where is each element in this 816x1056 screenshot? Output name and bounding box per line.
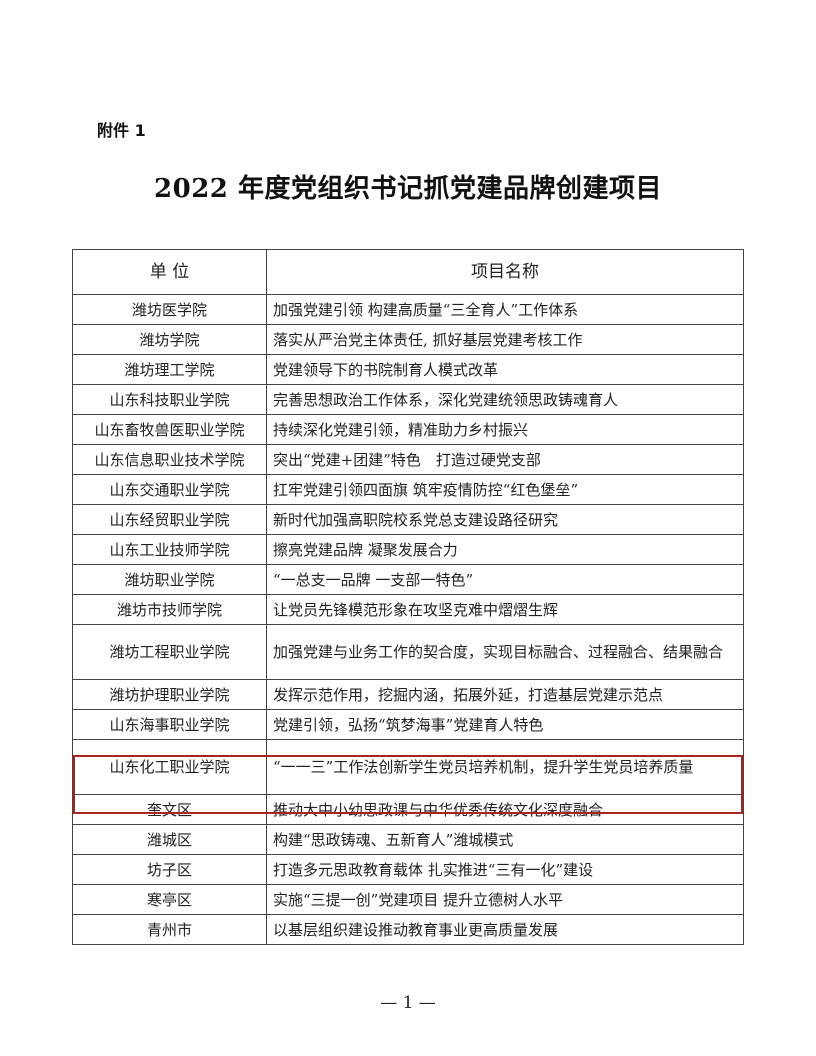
project-cell: 党建引领，弘扬“筑梦海事”党建育人特色 <box>266 709 744 740</box>
table-row: 潍坊市技师学院 让党员先锋模范形象在攻坚克难中熠熠生辉 <box>72 594 744 625</box>
unit-cell: 潍坊职业学院 <box>72 564 267 595</box>
table-header-row: 单 位 项目名称 <box>72 249 744 295</box>
project-cell: 落实从严治党主体责任, 抓好基层党建考核工作 <box>266 324 744 355</box>
header-project-name: 项目名称 <box>266 249 744 295</box>
project-cell: “一总支一品牌 一支部一特色” <box>266 564 744 595</box>
project-cell: 突出“党建+团建”特色 打造过硬党支部 <box>266 444 744 475</box>
project-cell: 擦亮党建品牌 凝聚发展合力 <box>266 534 744 565</box>
project-table: 单 位 项目名称 潍坊医学院 加强党建引领 构建高质量“三全育人”工作体系 潍坊学院… <box>72 249 744 945</box>
table-row: 山东科技职业学院 完善思想政治工作体系，深化党建统领思政铸魂育人 <box>72 384 744 415</box>
project-cell: 以基层组织建设推动教育事业更高质量发展 <box>266 914 744 945</box>
unit-cell: 山东交通职业学院 <box>72 474 267 505</box>
unit-cell: 山东工业技师学院 <box>72 534 267 565</box>
table-row: 山东经贸职业学院 新时代加强高职院校系党总支建设路径研究 <box>72 504 744 535</box>
project-cell: 实施“三提一创”党建项目 提升立德树人水平 <box>266 884 744 915</box>
project-cell: 构建“思政铸魂、五新育人”潍城模式 <box>266 824 744 855</box>
table-row: 青州市 以基层组织建设推动教育事业更高质量发展 <box>72 914 744 945</box>
table-row: 山东畜牧兽医职业学院 持续深化党建引领，精准助力乡村振兴 <box>72 414 744 445</box>
table-row: 寒亭区 实施“三提一创”党建项目 提升立德树人水平 <box>72 884 744 915</box>
unit-cell: 青州市 <box>72 914 267 945</box>
table-row: 潍坊学院 落实从严治党主体责任, 抓好基层党建考核工作 <box>72 324 744 355</box>
unit-cell: 潍坊护理职业学院 <box>72 679 267 710</box>
table-row: 潍坊医学院 加强党建引领 构建高质量“三全育人”工作体系 <box>72 294 744 325</box>
unit-cell: 山东化工职业学院 <box>72 739 267 795</box>
unit-cell: 坊子区 <box>72 854 267 885</box>
header-unit: 单 位 <box>72 249 267 295</box>
table-row: 山东交通职业学院 扛牢党建引领四面旗 筑牢疫情防控“红色堡垒” <box>72 474 744 505</box>
unit-cell: 潍坊学院 <box>72 324 267 355</box>
unit-cell: 山东海事职业学院 <box>72 709 267 740</box>
unit-cell: 山东信息职业技术学院 <box>72 444 267 475</box>
table-row: 山东海事职业学院 党建引领，弘扬“筑梦海事”党建育人特色 <box>72 709 744 740</box>
table-row: 潍坊职业学院 “一总支一品牌 一支部一特色” <box>72 564 744 595</box>
table-row: 山东信息职业技术学院 突出“党建+团建”特色 打造过硬党支部 <box>72 444 744 475</box>
project-cell: 持续深化党建引领，精准助力乡村振兴 <box>266 414 744 445</box>
project-cell: 完善思想政治工作体系，深化党建统领思政铸魂育人 <box>266 384 744 415</box>
project-cell: 加强党建与业务工作的契合度，实现目标融合、过程融合、结果融合 <box>266 624 744 680</box>
project-cell: 新时代加强高职院校系党总支建设路径研究 <box>266 504 744 535</box>
table-row: 潍坊护理职业学院 发挥示范作用，挖掘内涵，拓展外延，打造基层党建示范点 <box>72 679 744 710</box>
project-cell: 发挥示范作用，挖掘内涵，拓展外延，打造基层党建示范点 <box>266 679 744 710</box>
page-number: — 1 — <box>380 993 436 1013</box>
project-cell: 扛牢党建引领四面旗 筑牢疫情防控“红色堡垒” <box>266 474 744 505</box>
unit-cell: 奎文区 <box>72 794 267 825</box>
unit-cell: 山东经贸职业学院 <box>72 504 267 535</box>
document-title: 2022 年度党组织书记抓党建品牌创建项目 <box>154 174 662 204</box>
unit-cell: 潍坊理工学院 <box>72 354 267 385</box>
table-row: 坊子区 打造多元思政教育载体 扎实推进“三有一化”建设 <box>72 854 744 885</box>
unit-cell: 潍坊工程职业学院 <box>72 624 267 680</box>
project-cell: 党建领导下的书院制育人模式改革 <box>266 354 744 385</box>
project-cell: 加强党建引领 构建高质量“三全育人”工作体系 <box>266 294 744 325</box>
project-cell: 打造多元思政教育载体 扎实推进“三有一化”建设 <box>266 854 744 885</box>
unit-cell: 潍坊市技师学院 <box>72 594 267 625</box>
unit-cell: 潍坊医学院 <box>72 294 267 325</box>
table-row: 潍城区 构建“思政铸魂、五新育人”潍城模式 <box>72 824 744 855</box>
table-row: 潍坊工程职业学院 加强党建与业务工作的契合度，实现目标融合、过程融合、结果融合 <box>72 624 744 680</box>
unit-cell: 潍城区 <box>72 824 267 855</box>
project-cell: 让党员先锋模范形象在攻坚克难中熠熠生辉 <box>266 594 744 625</box>
table-row: 奎文区 推动大中小幼思政课与中华优秀传统文化深度融合 <box>72 794 744 825</box>
table-row: 潍坊理工学院 党建领导下的书院制育人模式改革 <box>72 354 744 385</box>
unit-cell: 山东畜牧兽医职业学院 <box>72 414 267 445</box>
table-row-highlighted: 山东化工职业学院 “一一三”工作法创新学生党员培养机制，提升学生党员培养质量 <box>72 739 744 795</box>
unit-cell: 山东科技职业学院 <box>72 384 267 415</box>
attachment-label: 附件 1 <box>97 121 146 140</box>
unit-cell: 寒亭区 <box>72 884 267 915</box>
project-cell: 推动大中小幼思政课与中华优秀传统文化深度融合 <box>266 794 744 825</box>
table-row: 山东工业技师学院 擦亮党建品牌 凝聚发展合力 <box>72 534 744 565</box>
project-cell: “一一三”工作法创新学生党员培养机制，提升学生党员培养质量 <box>266 739 744 795</box>
